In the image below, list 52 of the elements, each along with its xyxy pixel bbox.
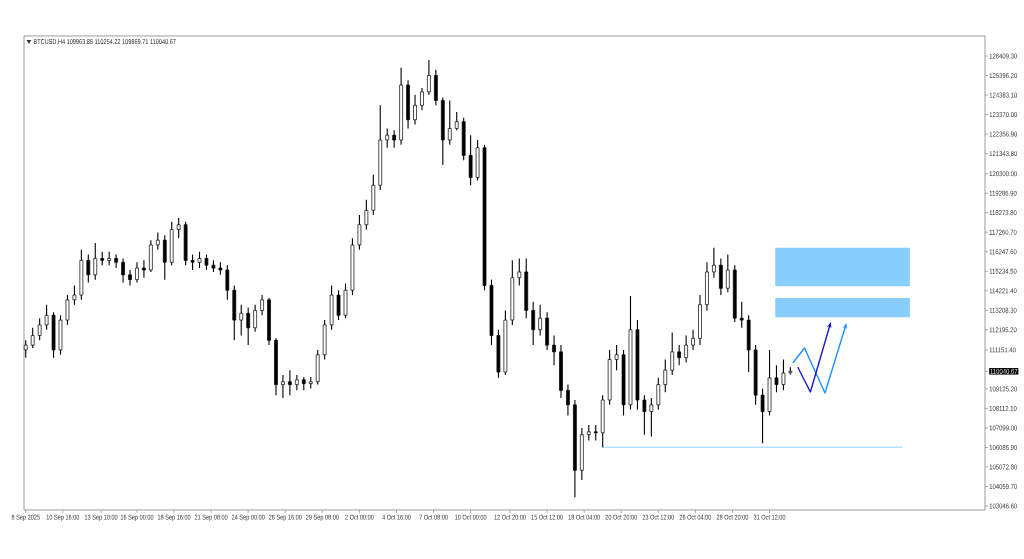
candlestick — [281, 374, 285, 399]
candlestick — [670, 332, 675, 376]
candlestick — [725, 254, 730, 293]
candlestick — [739, 301, 744, 329]
candlestick — [719, 257, 723, 296]
candlestick — [72, 284, 77, 306]
candlestick — [114, 254, 118, 269]
candlestick — [538, 304, 542, 337]
candlestick — [760, 387, 765, 444]
candlestick — [427, 59, 431, 96]
candlestick — [517, 257, 522, 286]
candlestick — [663, 359, 668, 393]
candlestick — [225, 264, 230, 301]
candlestick — [781, 359, 786, 391]
candlestick — [246, 307, 251, 346]
candlestick — [37, 317, 42, 341]
candlestick — [774, 364, 779, 393]
candlestick — [336, 289, 341, 321]
candlestick — [649, 397, 654, 438]
candlestick — [531, 301, 536, 346]
candlestick — [239, 304, 244, 337]
candlestick — [128, 269, 132, 286]
candlestick — [30, 327, 35, 349]
candlestick — [684, 334, 688, 363]
candlestick — [357, 214, 362, 251]
candlestick — [420, 87, 424, 111]
candlestick — [135, 261, 139, 284]
candlestick — [642, 394, 647, 436]
candlestick — [142, 259, 146, 279]
candlestick — [44, 304, 49, 331]
candlestick — [260, 294, 264, 316]
candlestick — [691, 329, 695, 351]
candlestick — [413, 94, 417, 126]
candlestick — [385, 127, 390, 149]
candlestick — [712, 247, 716, 279]
candlestick — [288, 369, 292, 396]
candlestick — [364, 199, 369, 231]
candlestick — [162, 234, 167, 281]
candlestick — [447, 99, 452, 146]
candlestick — [86, 254, 91, 284]
candlestick — [552, 334, 556, 366]
candlestick — [566, 384, 570, 416]
candlestick — [468, 134, 473, 186]
candlestick — [176, 217, 181, 239]
candlestick — [454, 111, 459, 131]
candlestick — [614, 344, 619, 371]
candlestick — [65, 294, 70, 326]
candlestick — [121, 257, 125, 284]
candlestick — [677, 344, 682, 366]
candlestick — [93, 242, 98, 281]
candlestick — [253, 304, 257, 333]
candlestick — [656, 377, 661, 411]
